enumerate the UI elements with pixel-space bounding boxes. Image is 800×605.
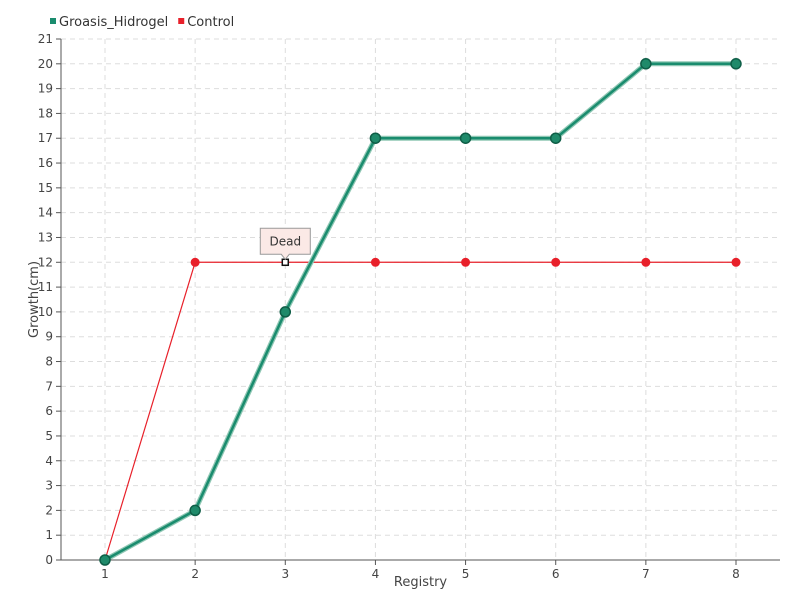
y-tick-label: 17 [38, 131, 53, 145]
data-point[interactable] [369, 132, 382, 144]
data-point[interactable] [189, 504, 201, 517]
y-tick-label: 0 [45, 553, 53, 567]
y-axis-title: Growth(cm) [27, 261, 42, 338]
annotation-label: Dead [269, 234, 301, 248]
y-tick-label: 5 [45, 429, 53, 443]
y-tick-label: 2 [45, 503, 53, 517]
y-tick-label: 14 [38, 206, 53, 220]
x-tick-label: 3 [281, 567, 289, 581]
series-groasis-hidrogel [99, 58, 742, 566]
data-point[interactable] [279, 306, 292, 318]
y-tick-label: 16 [38, 156, 53, 170]
data-point-marker[interactable] [281, 258, 290, 267]
data-point[interactable] [731, 257, 741, 267]
x-tick-label: 8 [732, 567, 740, 581]
y-tick-label: 7 [45, 379, 53, 393]
y-tick-label: 18 [38, 106, 53, 120]
y-tick-label: 13 [38, 230, 53, 244]
y-tick-label: 21 [38, 32, 53, 46]
legend-label: Groasis_Hidrogel [59, 15, 168, 30]
grid [61, 38, 780, 560]
y-tick-label: 15 [38, 181, 53, 195]
data-point[interactable] [461, 257, 471, 267]
data-point[interactable] [551, 257, 561, 267]
y-tick-label: 10 [38, 305, 53, 319]
data-point[interactable] [99, 554, 111, 566]
data-point[interactable] [730, 58, 742, 70]
x-axis-title: Registry [394, 575, 448, 590]
annotations: Dead [259, 227, 311, 261]
y-tick-label: 19 [38, 82, 53, 96]
legend-item-control[interactable]: Control [178, 15, 234, 30]
annotation-box [259, 227, 311, 261]
y-tick-label: 3 [45, 479, 53, 493]
data-point[interactable] [549, 132, 562, 144]
data-point[interactable] [459, 132, 472, 144]
x-axis-ticks: 1 2 3 4 5 6 7 8 [101, 560, 740, 581]
series [99, 58, 742, 566]
x-tick-label: 6 [552, 567, 560, 581]
axes [60, 39, 780, 561]
data-point[interactable] [641, 257, 651, 267]
legend: Groasis_Hidrogel Control [50, 15, 234, 30]
series-line [104, 62, 736, 562]
x-tick-label: 1 [101, 567, 109, 581]
x-tick-label: 7 [642, 567, 650, 581]
y-tick-label: 8 [45, 355, 53, 369]
y-tick-label: 4 [45, 454, 53, 468]
y-tick-label: 12 [38, 255, 53, 269]
legend-swatch [178, 18, 185, 24]
y-tick-label: 6 [45, 404, 53, 418]
data-point[interactable] [640, 58, 652, 70]
y-tick-label: 11 [38, 280, 53, 294]
x-tick-label: 4 [372, 567, 380, 581]
y-tick-label: 1 [45, 528, 53, 542]
legend-label: Control [187, 15, 234, 30]
data-point[interactable] [370, 257, 380, 267]
x-tick-label: 5 [462, 567, 470, 581]
legend-swatch [50, 18, 56, 24]
x-tick-label: 2 [191, 567, 199, 581]
y-tick-label: 20 [38, 57, 53, 71]
series-line [104, 261, 736, 561]
legend-item-groasis-hidrogel[interactable]: Groasis_Hidrogel [50, 15, 168, 30]
y-tick-label: 9 [45, 330, 53, 344]
annotation-callout: Dead [259, 227, 311, 261]
data-point[interactable] [190, 257, 200, 267]
